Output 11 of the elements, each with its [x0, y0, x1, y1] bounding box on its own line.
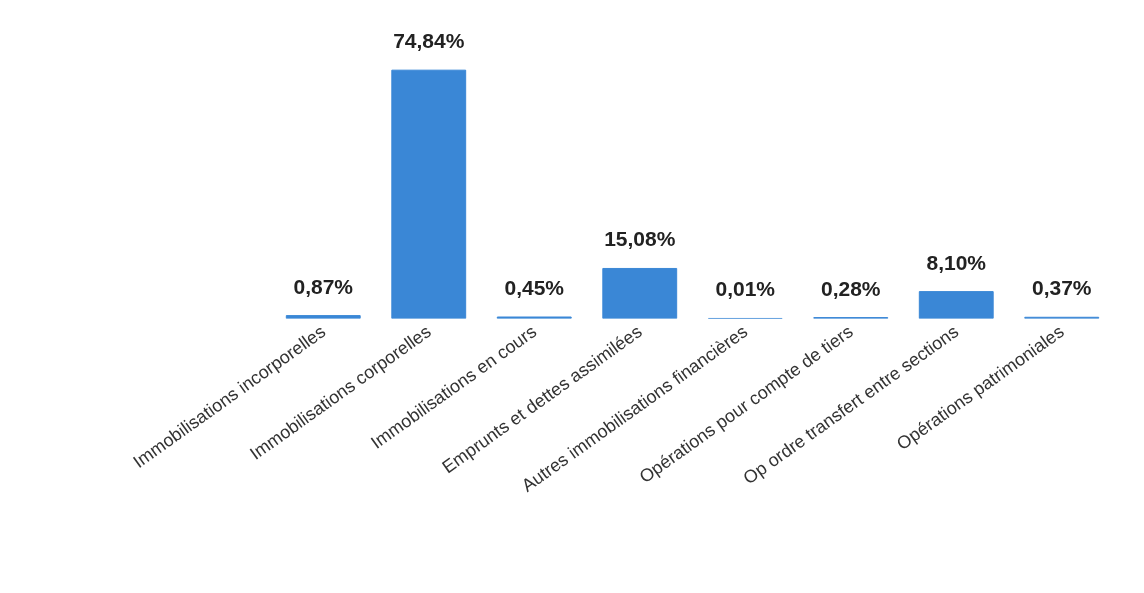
- data-label: 0,28%: [820, 276, 881, 300]
- data-label: 0,01%: [715, 277, 776, 301]
- data-label: 15,08%: [604, 227, 676, 251]
- data-label: 8,10%: [926, 250, 987, 274]
- data-label: 0,45%: [504, 276, 565, 300]
- bar: [391, 69, 467, 319]
- bar: [602, 267, 678, 319]
- data-label: 0,37%: [1031, 276, 1092, 300]
- data-label: 74,84%: [393, 29, 465, 53]
- data-label: 0,87%: [293, 274, 354, 298]
- bar: [918, 291, 994, 319]
